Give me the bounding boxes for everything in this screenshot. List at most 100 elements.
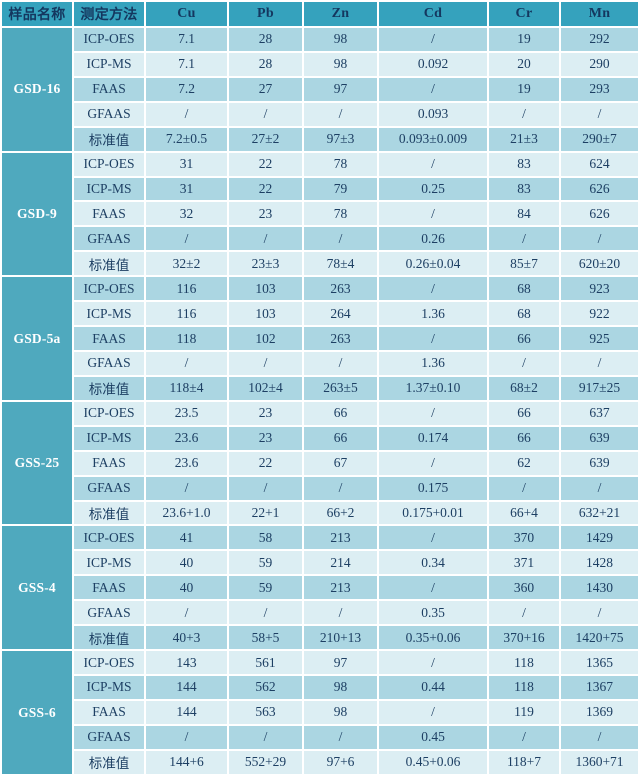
- value-cell: 27±2: [229, 127, 302, 151]
- value-cell: 41: [146, 526, 227, 550]
- value-cell: 214: [304, 551, 377, 575]
- value-cell: 210+13: [304, 626, 377, 650]
- value-cell: 98: [304, 700, 377, 724]
- method-cell: GFAAS: [74, 102, 144, 126]
- value-cell: 1367: [561, 675, 638, 699]
- method-cell: ICP-OES: [74, 526, 144, 550]
- value-cell: 264: [304, 302, 377, 326]
- value-cell: 58: [229, 526, 302, 550]
- value-cell: /: [229, 227, 302, 251]
- sample-name-cell: GSS-4: [2, 526, 72, 650]
- value-cell: 0.093±0.009: [379, 127, 487, 151]
- col-header-cd: Cd: [379, 2, 487, 26]
- value-cell: 360: [489, 576, 559, 600]
- value-cell: /: [489, 601, 559, 625]
- table-row: FAAS 40 59 213/360 1430: [2, 576, 638, 600]
- table-row: 标准值 144+6 552+29 97+6 0.45+0.06 118+7 1360+71: [2, 750, 638, 774]
- method-cell: 标准值: [74, 750, 144, 774]
- value-cell: 103: [229, 277, 302, 301]
- method-cell: ICP-MS: [74, 551, 144, 575]
- value-cell: 40: [146, 576, 227, 600]
- value-cell: 78: [304, 202, 377, 226]
- method-cell: GFAAS: [74, 227, 144, 251]
- value-cell: 1369: [561, 700, 638, 724]
- value-cell: 0.26: [379, 227, 487, 251]
- value-cell: 32: [146, 202, 227, 226]
- table-row: GFAAS / //0.175//: [2, 476, 638, 500]
- value-cell: 370+16: [489, 626, 559, 650]
- table-row: GSD-16 ICP-OES 7.1 28 98/19 292: [2, 28, 638, 151]
- value-cell: 67: [304, 451, 377, 475]
- value-cell: 0.45+0.06: [379, 750, 487, 774]
- value-cell: 23±3: [229, 252, 302, 276]
- value-cell: 102±4: [229, 376, 302, 400]
- value-cell: /: [561, 725, 638, 749]
- value-cell: 66: [489, 327, 559, 350]
- value-cell: 23.6+1.0: [146, 501, 227, 525]
- method-cell: FAAS: [74, 77, 144, 101]
- value-cell: /: [489, 102, 559, 126]
- value-cell: 632+21: [561, 501, 638, 525]
- value-cell: /: [379, 77, 487, 101]
- value-cell: 66+2: [304, 501, 377, 525]
- value-cell: /: [146, 601, 227, 625]
- table-row: ICP-MS 31 22 79 0.25 83 626: [2, 177, 638, 201]
- value-cell: 22: [229, 177, 302, 201]
- value-cell: /: [304, 102, 377, 126]
- value-cell: 0.092: [379, 52, 487, 76]
- method-cell: GFAAS: [74, 476, 144, 500]
- value-cell: /: [379, 152, 487, 176]
- col-header-method: 测定方法: [74, 2, 144, 26]
- value-cell: /: [229, 601, 302, 625]
- sample-name-cell: GSD-9: [2, 152, 72, 276]
- value-cell: 263: [304, 277, 377, 301]
- value-cell: /: [146, 476, 227, 500]
- value-cell: /: [304, 476, 377, 500]
- value-cell: 562: [229, 675, 302, 699]
- table-body: GSD-16 ICP-OES 7.1 28 98/19 292 ICP-MS 7.1 28 98 0…: [2, 28, 638, 774]
- table-row: GSD-9 ICP-OES 31 22 78/83 624: [2, 152, 638, 276]
- value-cell: /: [561, 351, 638, 375]
- value-cell: /: [229, 102, 302, 126]
- value-cell: 19: [489, 77, 559, 101]
- value-cell: 213: [304, 526, 377, 550]
- table-row: GSS-4 ICP-OES 41 58 213/370 1429: [2, 526, 638, 650]
- value-cell: /: [379, 700, 487, 724]
- col-header-sample-name: 样品名称: [2, 2, 72, 26]
- value-cell: 68±2: [489, 376, 559, 400]
- value-cell: 1429: [561, 526, 638, 550]
- value-cell: 626: [561, 202, 638, 226]
- table-row: ICP-MS 116 103 264 1.36 68 922: [2, 302, 638, 326]
- value-cell: 561: [229, 651, 302, 674]
- method-cell: ICP-MS: [74, 675, 144, 699]
- value-cell: 620±20: [561, 252, 638, 276]
- value-cell: 66: [489, 426, 559, 450]
- value-cell: 28: [229, 28, 302, 51]
- value-cell: 119: [489, 700, 559, 724]
- col-header-mn: Mn: [561, 2, 638, 26]
- value-cell: 624: [561, 152, 638, 176]
- table-row: GFAAS / //0.35//: [2, 601, 638, 625]
- value-cell: 98: [304, 52, 377, 76]
- sample-name-cell: GSD-5a: [2, 277, 72, 400]
- method-cell: 标准值: [74, 376, 144, 400]
- table-row: FAAS 7.2 27 97/19 293: [2, 77, 638, 101]
- value-cell: 23: [229, 426, 302, 450]
- value-cell: 0.093: [379, 102, 487, 126]
- value-cell: 637: [561, 401, 638, 425]
- value-cell: /: [561, 102, 638, 126]
- sample-name-cell: GSD-16: [2, 28, 72, 151]
- value-cell: 1420+75: [561, 626, 638, 650]
- value-cell: 27: [229, 77, 302, 101]
- value-cell: 116: [146, 277, 227, 301]
- value-cell: 1365: [561, 651, 638, 674]
- value-cell: 263: [304, 327, 377, 350]
- value-cell: 917±25: [561, 376, 638, 400]
- value-cell: 626: [561, 177, 638, 201]
- value-cell: 98: [304, 28, 377, 51]
- value-cell: 21±3: [489, 127, 559, 151]
- value-cell: 84: [489, 202, 559, 226]
- value-cell: /: [304, 725, 377, 749]
- table-row: GFAAS / //0.26//: [2, 227, 638, 251]
